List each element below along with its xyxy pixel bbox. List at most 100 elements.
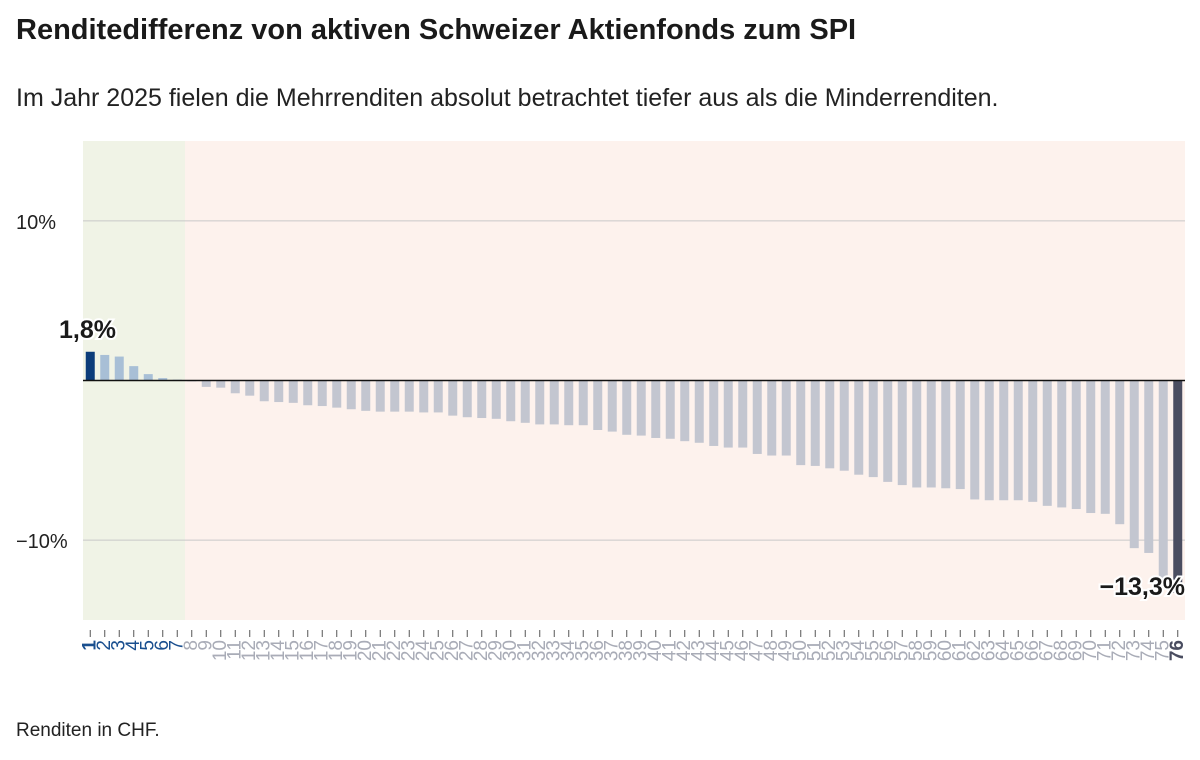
y-tick-label: 10% — [16, 212, 56, 234]
x-tick-label: 50 — [790, 640, 811, 661]
x-tick-label: 39 — [630, 640, 651, 661]
bar-fund-67 — [1042, 380, 1052, 506]
x-tick-label: 75 — [1152, 640, 1173, 661]
bar-fund-40 — [651, 380, 661, 438]
x-tick-label: 12 — [239, 640, 260, 661]
bar-fund-75 — [1158, 380, 1168, 589]
bar-fund-38 — [622, 380, 632, 435]
x-tick-label: 21 — [369, 640, 390, 661]
x-tick-label: 52 — [819, 640, 840, 661]
x-tick-label: 23 — [398, 640, 419, 661]
x-tick-label: 76 — [1167, 640, 1188, 661]
chart-title: Renditedifferenz von aktiven Schweizer A… — [16, 14, 857, 46]
bar-fund-34 — [564, 380, 574, 426]
x-tick-label: 71 — [1094, 640, 1115, 661]
x-tick-label: 27 — [456, 640, 477, 661]
bar-fund-43 — [694, 380, 704, 443]
x-tick-label: 44 — [703, 640, 724, 662]
bar-fund-64 — [999, 380, 1009, 501]
x-tick-label: 42 — [674, 640, 695, 661]
bar-fund-65 — [1013, 380, 1023, 501]
bar-fund-74 — [1144, 380, 1154, 553]
x-tick-label: 7 — [166, 640, 187, 651]
x-tick-label: 31 — [514, 640, 535, 661]
x-tick-label: 20 — [355, 640, 376, 661]
bar-fund-33 — [549, 380, 559, 425]
bar-fund-15 — [288, 380, 298, 403]
bar-fund-44 — [709, 380, 719, 446]
bar-fund-11 — [230, 380, 240, 394]
x-tick-label: 32 — [529, 640, 550, 661]
x-tick-label: 3 — [108, 640, 129, 651]
bar-fund-45 — [723, 380, 733, 448]
bar-fund-31 — [520, 380, 530, 423]
footnote: Renditen in CHF. — [16, 720, 160, 741]
x-tick-label: 36 — [587, 640, 608, 661]
x-tick-label: 68 — [1051, 640, 1072, 661]
bar-fund-71 — [1100, 380, 1110, 514]
x-tick-label: 56 — [877, 640, 898, 661]
x-tick-label: 62 — [964, 640, 985, 661]
x-tick-label: 25 — [427, 640, 448, 661]
bar-fund-49 — [781, 380, 791, 456]
x-tick-label: 33 — [543, 640, 564, 661]
bar-fund-24 — [419, 380, 429, 413]
x-tick-label: 60 — [935, 640, 956, 661]
x-tick-label: 6 — [152, 640, 173, 651]
x-tick-label: 14 — [268, 640, 289, 662]
bar-fund-26 — [448, 380, 458, 416]
x-tick-label: 55 — [862, 640, 883, 661]
bar-fund-1 — [85, 351, 95, 381]
bar-fund-73 — [1129, 380, 1139, 549]
bar-fund-39 — [636, 380, 646, 436]
x-tick-label: 41 — [659, 640, 680, 661]
x-tick-label: 15 — [282, 640, 303, 661]
x-tick-label: 43 — [688, 640, 709, 661]
bar-fund-37 — [607, 380, 617, 432]
bar-fund-41 — [665, 380, 675, 439]
bar-fund-13 — [259, 380, 269, 402]
bar-fund-25 — [433, 380, 443, 413]
bar-fund-28 — [477, 380, 487, 419]
x-tick-label: 9 — [195, 640, 216, 651]
x-tick-label: 24 — [413, 640, 434, 662]
bar-fund-21 — [375, 380, 385, 412]
x-tick-label: 17 — [311, 640, 332, 661]
x-tick-label: 38 — [616, 640, 637, 661]
bar-fund-42 — [680, 380, 690, 442]
bar-fund-58 — [912, 380, 922, 488]
x-tick-label: 59 — [920, 640, 941, 661]
bar-fund-35 — [578, 380, 588, 426]
x-tick-label: 47 — [746, 640, 767, 661]
bar-fund-62 — [970, 380, 980, 500]
bar-fund-30 — [506, 380, 516, 422]
bar-fund-10 — [216, 380, 226, 388]
x-tick-label: 26 — [442, 640, 463, 661]
bar-fund-51 — [810, 380, 820, 466]
y-tick-label: −10% — [16, 531, 68, 553]
x-tick-label: 4 — [123, 640, 144, 651]
bar-fund-70 — [1086, 380, 1096, 514]
x-tick-label: 66 — [1022, 640, 1043, 661]
x-tick-label: 13 — [253, 640, 274, 661]
x-tick-label: 30 — [500, 640, 521, 661]
x-tick-label: 73 — [1123, 640, 1144, 661]
x-tick-label: 35 — [572, 640, 593, 661]
data-label: −13,3% — [1100, 573, 1186, 601]
x-tick-label: 70 — [1080, 640, 1101, 661]
bar-fund-60 — [941, 380, 951, 489]
bar-fund-57 — [897, 380, 907, 486]
bar-fund-19 — [346, 380, 356, 410]
bar-fund-76 — [1173, 380, 1183, 593]
x-tick-label: 67 — [1036, 640, 1057, 661]
bar-fund-12 — [245, 380, 255, 396]
x-tick-label: 34 — [558, 640, 579, 662]
x-tick-label: 37 — [601, 640, 622, 661]
bar-fund-46 — [738, 380, 748, 448]
bar-fund-3 — [114, 356, 124, 381]
x-tick-label: 29 — [485, 640, 506, 661]
bar-fund-22 — [390, 380, 400, 412]
x-tick-label: 69 — [1065, 640, 1086, 661]
bar-fund-63 — [984, 380, 994, 501]
